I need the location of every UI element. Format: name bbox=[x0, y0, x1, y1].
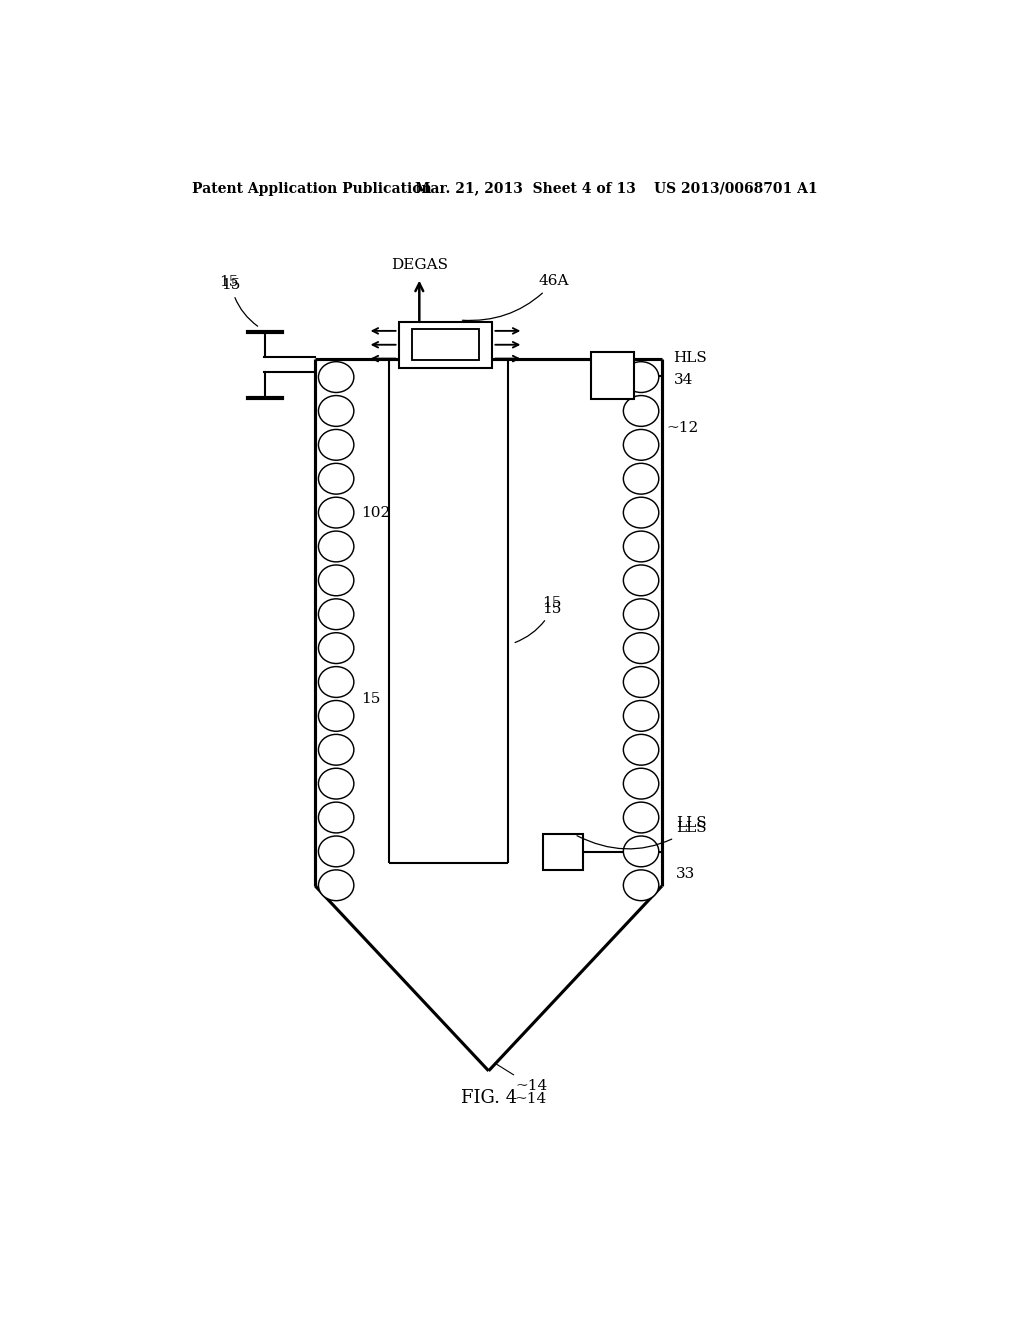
Ellipse shape bbox=[318, 803, 354, 833]
Ellipse shape bbox=[624, 565, 658, 595]
Text: Patent Application Publication: Patent Application Publication bbox=[193, 182, 432, 195]
Ellipse shape bbox=[624, 870, 658, 900]
Ellipse shape bbox=[318, 667, 354, 697]
Ellipse shape bbox=[624, 667, 658, 697]
Ellipse shape bbox=[318, 362, 354, 392]
Ellipse shape bbox=[318, 632, 354, 664]
Text: Mar. 21, 2013  Sheet 4 of 13: Mar. 21, 2013 Sheet 4 of 13 bbox=[416, 182, 636, 195]
Text: US 2013/0068701 A1: US 2013/0068701 A1 bbox=[654, 182, 818, 195]
Ellipse shape bbox=[624, 803, 658, 833]
Ellipse shape bbox=[318, 734, 354, 766]
Bar bbox=[413, 330, 478, 360]
Bar bbox=[398, 322, 493, 368]
Text: LLS: LLS bbox=[676, 816, 707, 830]
Text: DEGAS: DEGAS bbox=[391, 259, 447, 272]
Text: 34: 34 bbox=[674, 374, 693, 387]
Text: 102: 102 bbox=[361, 506, 391, 520]
Ellipse shape bbox=[624, 498, 658, 528]
Ellipse shape bbox=[318, 463, 354, 494]
Ellipse shape bbox=[318, 565, 354, 595]
Bar bbox=[543, 834, 583, 870]
Text: 15: 15 bbox=[515, 602, 562, 643]
Ellipse shape bbox=[318, 531, 354, 562]
Ellipse shape bbox=[624, 396, 658, 426]
Ellipse shape bbox=[318, 768, 354, 799]
Ellipse shape bbox=[624, 734, 658, 766]
Text: FIG. 4: FIG. 4 bbox=[461, 1089, 517, 1107]
Ellipse shape bbox=[624, 463, 658, 494]
Text: 15: 15 bbox=[361, 692, 381, 706]
Ellipse shape bbox=[318, 396, 354, 426]
Ellipse shape bbox=[624, 632, 658, 664]
Text: ~12: ~12 bbox=[667, 421, 698, 434]
Text: HLS: HLS bbox=[674, 351, 708, 364]
Ellipse shape bbox=[318, 836, 354, 867]
Ellipse shape bbox=[318, 870, 354, 900]
Ellipse shape bbox=[624, 531, 658, 562]
Ellipse shape bbox=[318, 599, 354, 630]
Ellipse shape bbox=[624, 429, 658, 461]
Ellipse shape bbox=[624, 701, 658, 731]
Ellipse shape bbox=[624, 768, 658, 799]
Text: 46A: 46A bbox=[463, 275, 569, 321]
Text: LLS: LLS bbox=[577, 821, 707, 849]
Ellipse shape bbox=[318, 498, 354, 528]
Text: ~14: ~14 bbox=[495, 1063, 548, 1093]
Text: ~14: ~14 bbox=[514, 1092, 546, 1106]
Ellipse shape bbox=[318, 701, 354, 731]
Ellipse shape bbox=[624, 599, 658, 630]
Bar bbox=[591, 352, 634, 399]
Text: 15: 15 bbox=[219, 276, 239, 289]
Text: 33: 33 bbox=[676, 867, 695, 880]
Text: 15: 15 bbox=[543, 597, 562, 610]
Ellipse shape bbox=[624, 836, 658, 867]
Text: 15: 15 bbox=[221, 279, 258, 326]
Ellipse shape bbox=[624, 362, 658, 392]
Ellipse shape bbox=[318, 429, 354, 461]
